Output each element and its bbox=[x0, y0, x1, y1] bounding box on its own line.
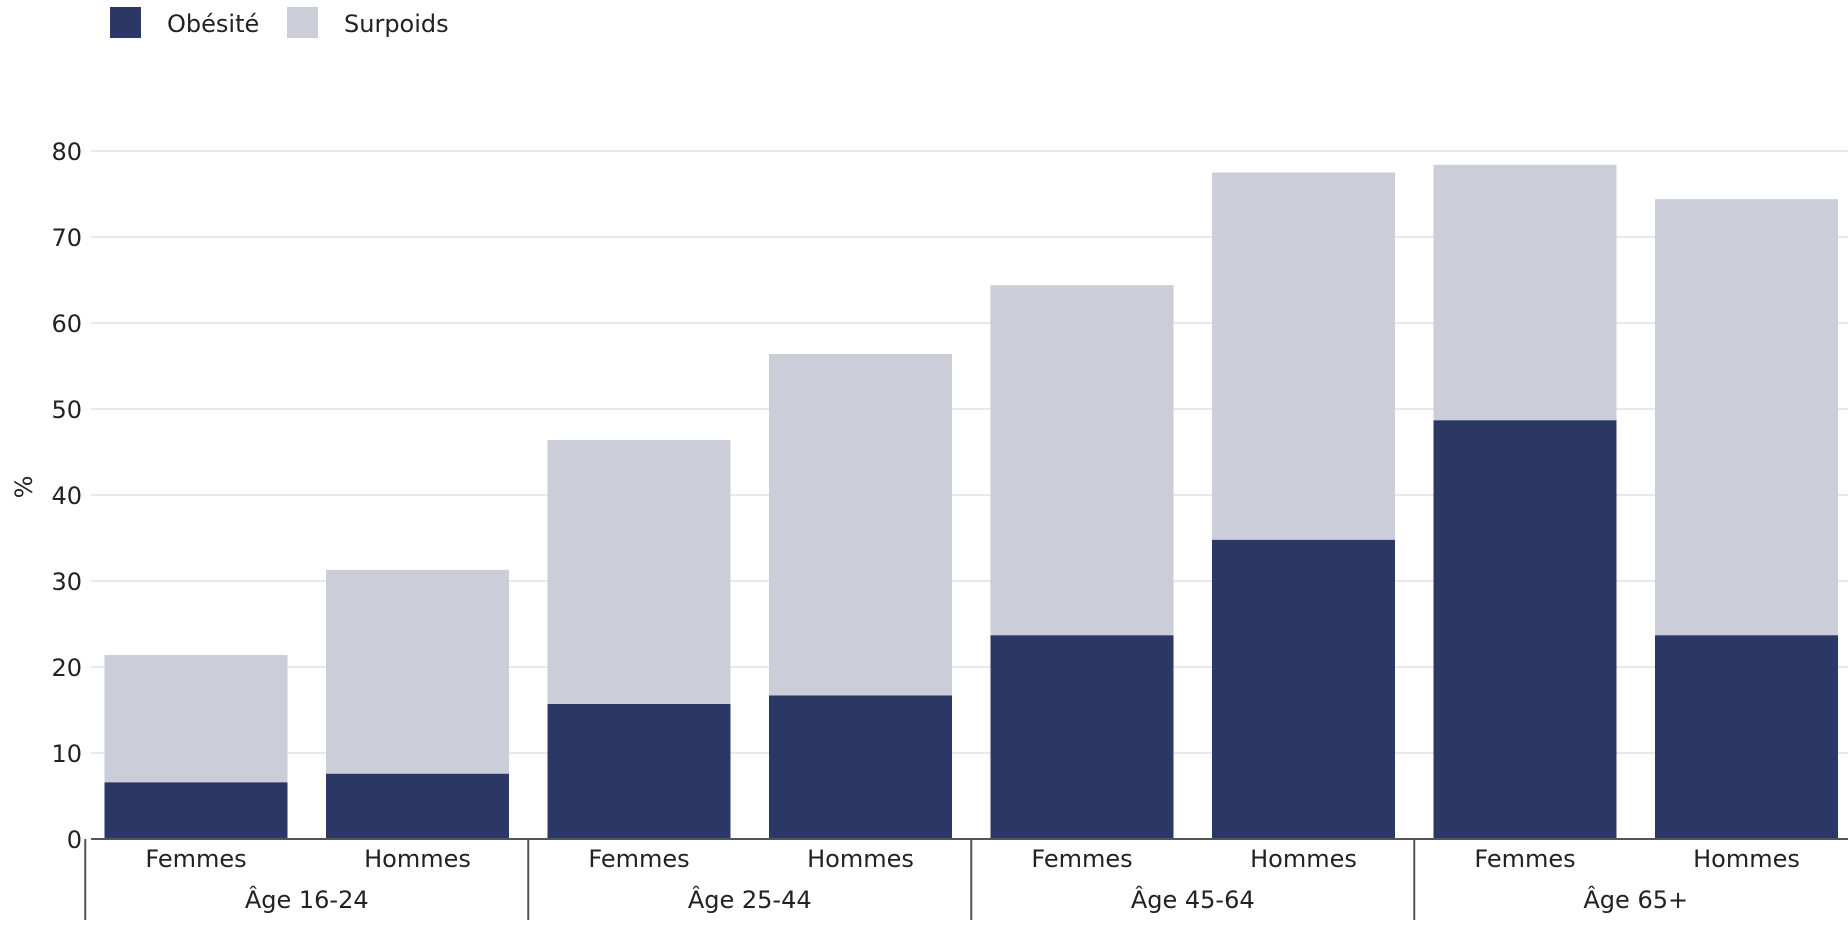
y-axis-label: % bbox=[10, 476, 38, 499]
x-tick-label-sex: Hommes bbox=[1693, 845, 1800, 873]
bars bbox=[104, 164, 1838, 839]
y-tick-label: 20 bbox=[51, 654, 82, 682]
axes: 0 10 20 30 40 50 60 70 80 Femmes Hommes Femmes Homme… bbox=[51, 138, 1848, 920]
x-group-label: Âge 65+ bbox=[1583, 885, 1688, 914]
x-tick-label-sex: Hommes bbox=[1250, 845, 1357, 873]
y-tick-label: 70 bbox=[51, 224, 82, 252]
bar-surpoids-7[interactable] bbox=[1655, 199, 1838, 636]
x-group-label: Âge 45-64 bbox=[1131, 885, 1255, 914]
bar-obesite-4[interactable] bbox=[990, 635, 1174, 839]
bar-surpoids-4[interactable] bbox=[990, 285, 1174, 636]
bar-obesite-0[interactable] bbox=[104, 782, 288, 839]
bar-obesite-3[interactable] bbox=[769, 695, 952, 839]
bar-surpoids-3[interactable] bbox=[769, 353, 952, 696]
legend: Obésité Surpoids bbox=[110, 7, 449, 38]
y-tick-label: 0 bbox=[67, 826, 82, 854]
bar-surpoids-2[interactable] bbox=[547, 439, 731, 704]
x-tick-label-sex: Femmes bbox=[145, 845, 246, 873]
y-tick-label: 60 bbox=[51, 310, 82, 338]
bar-obesite-2[interactable] bbox=[547, 703, 731, 839]
bar-obesite-5[interactable] bbox=[1212, 539, 1395, 839]
x-tick-label-sex: Femmes bbox=[1474, 845, 1575, 873]
bar-surpoids-5[interactable] bbox=[1212, 172, 1395, 540]
bar-surpoids-6[interactable] bbox=[1433, 164, 1617, 421]
y-tick-label: 40 bbox=[51, 482, 82, 510]
legend-swatch bbox=[110, 7, 141, 38]
legend-swatch bbox=[287, 7, 318, 38]
bar-surpoids-1[interactable] bbox=[326, 569, 509, 774]
legend-label: Obésité bbox=[167, 10, 259, 38]
bar-obesite-6[interactable] bbox=[1433, 420, 1617, 839]
legend-label: Surpoids bbox=[344, 10, 449, 38]
x-group-label: Âge 16-24 bbox=[245, 885, 369, 914]
bar-surpoids-0[interactable] bbox=[104, 654, 288, 783]
x-tick-label-sex: Femmes bbox=[1031, 845, 1132, 873]
x-group-label: Âge 25-44 bbox=[688, 885, 812, 914]
x-tick-label-sex: Hommes bbox=[364, 845, 471, 873]
legend-item-surpoids[interactable]: Surpoids bbox=[287, 7, 449, 38]
bar-obesite-7[interactable] bbox=[1655, 635, 1838, 839]
bar-obesite-1[interactable] bbox=[326, 773, 509, 839]
y-tick-label: 50 bbox=[51, 396, 82, 424]
x-tick-label-sex: Femmes bbox=[588, 845, 689, 873]
y-tick-label: 30 bbox=[51, 568, 82, 596]
y-tick-label: 10 bbox=[51, 740, 82, 768]
x-tick-label-sex: Hommes bbox=[807, 845, 914, 873]
legend-item-obesite[interactable]: Obésité bbox=[110, 7, 259, 38]
y-tick-label: 80 bbox=[51, 138, 82, 166]
